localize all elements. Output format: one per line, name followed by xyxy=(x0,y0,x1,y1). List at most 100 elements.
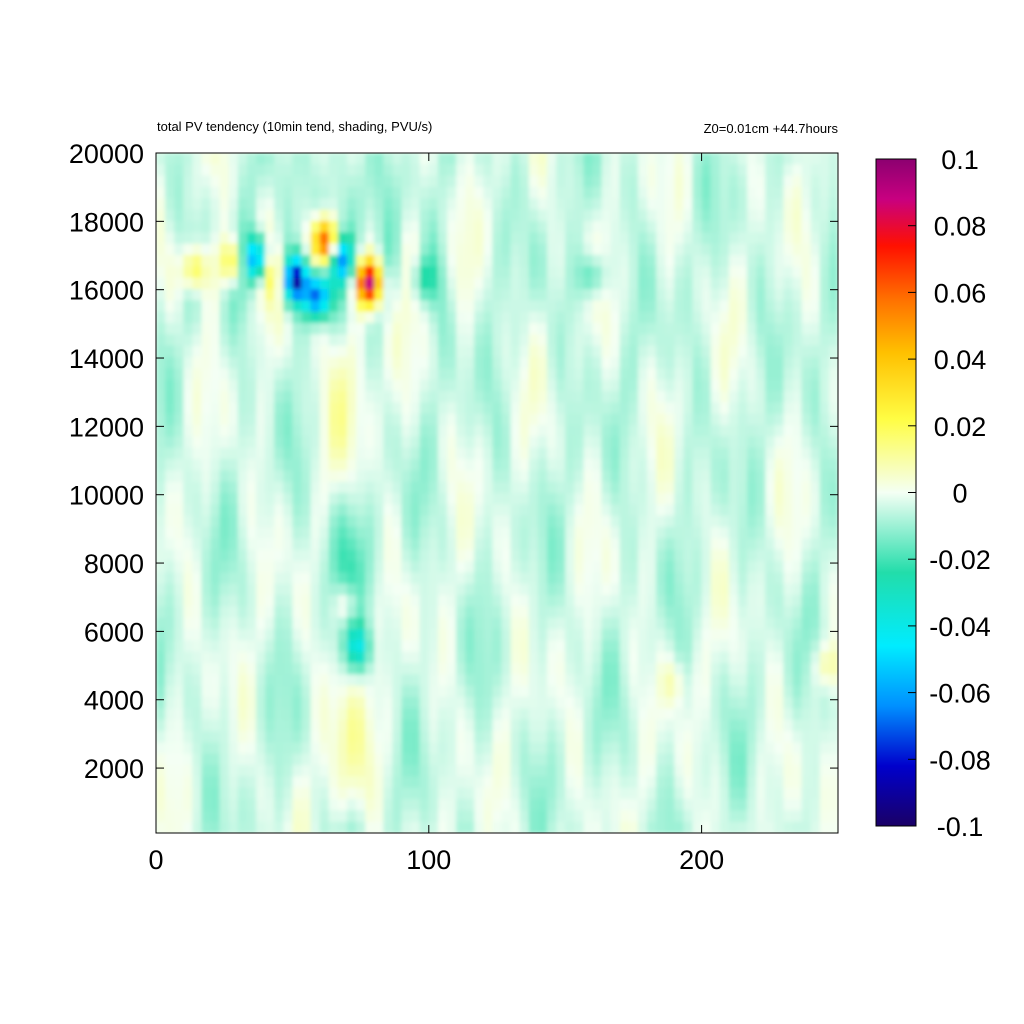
heatmap-cell xyxy=(492,731,503,743)
heatmap-cell xyxy=(737,311,748,324)
heatmap-cell xyxy=(401,334,412,347)
heatmap-cell xyxy=(192,697,203,709)
heatmap-cell xyxy=(474,255,484,267)
heatmap-cell xyxy=(483,561,494,573)
heatmap-cell xyxy=(565,368,575,381)
heatmap-cell xyxy=(446,629,457,641)
heatmap-cell xyxy=(219,629,230,641)
heatmap-cell xyxy=(265,742,275,755)
heatmap-cell xyxy=(210,198,221,211)
heatmap-cell xyxy=(319,606,330,619)
heatmap-cell xyxy=(647,255,657,267)
heatmap-cell xyxy=(510,515,521,528)
heatmap-cell xyxy=(665,810,675,823)
heatmap-cell xyxy=(619,391,630,403)
heatmap-cell xyxy=(374,753,384,766)
heatmap-cell xyxy=(183,153,193,165)
heatmap-cell xyxy=(619,663,630,675)
heatmap-cell xyxy=(428,357,439,369)
heatmap-cell xyxy=(383,198,394,211)
heatmap-cell xyxy=(583,561,594,573)
heatmap-cell xyxy=(819,413,830,426)
heatmap-cell xyxy=(747,787,757,800)
heatmap-cell xyxy=(728,357,739,369)
heatmap-cell xyxy=(756,742,766,755)
heatmap-cell xyxy=(710,391,721,403)
heatmap-cell xyxy=(456,674,466,687)
heatmap-cell xyxy=(501,334,512,347)
heatmap-cell xyxy=(510,549,521,562)
heatmap-cell xyxy=(219,232,230,245)
heatmap-cell xyxy=(556,651,566,664)
heatmap-cell xyxy=(583,300,594,313)
heatmap-cell xyxy=(174,323,184,335)
heatmap-cell xyxy=(401,629,412,641)
heatmap-cell xyxy=(665,175,675,188)
heatmap-cell xyxy=(819,640,830,653)
heatmap-cell xyxy=(165,640,175,653)
chart-title: total PV tendency (10min tend, shading, … xyxy=(157,119,432,134)
heatmap-cell xyxy=(765,266,775,279)
heatmap-cell xyxy=(192,164,203,177)
heatmap-cell xyxy=(683,685,694,698)
heatmap-cell xyxy=(210,300,221,313)
heatmap-cell xyxy=(656,481,666,494)
heatmap-cell xyxy=(592,334,603,347)
heatmap-cell xyxy=(547,232,557,245)
heatmap-cell xyxy=(610,402,621,415)
heatmap-cell xyxy=(228,345,239,358)
colorbar-tick-label: 0 xyxy=(952,479,967,509)
heatmap-cell xyxy=(474,776,484,789)
heatmap-cell xyxy=(301,549,312,562)
heatmap-cell xyxy=(319,481,330,494)
heatmap-cell xyxy=(274,198,284,211)
heatmap-cell xyxy=(492,323,503,335)
heatmap-cell xyxy=(265,266,275,279)
heatmap-cell xyxy=(747,300,757,313)
heatmap-cell xyxy=(592,198,603,211)
heatmap-cell xyxy=(456,799,466,811)
heatmap-cell xyxy=(519,413,530,426)
heatmap-cell xyxy=(265,561,275,573)
heatmap-cell xyxy=(810,289,821,301)
heatmap-cell xyxy=(419,345,430,358)
heatmap-cell xyxy=(219,255,230,267)
heatmap-cell xyxy=(619,617,630,630)
heatmap-cell xyxy=(337,221,348,233)
heatmap-cell xyxy=(783,629,794,641)
heatmap-cell xyxy=(656,640,666,653)
heatmap-cell xyxy=(737,617,748,630)
heatmap-cell xyxy=(237,493,248,505)
heatmap-cell xyxy=(792,651,803,664)
heatmap-cell xyxy=(337,413,348,426)
heatmap-cell xyxy=(801,323,812,335)
heatmap-cell xyxy=(610,221,621,233)
heatmap-cell xyxy=(528,221,539,233)
heatmap-cell xyxy=(201,572,212,585)
heatmap-cell xyxy=(165,459,175,471)
heatmap-cell xyxy=(819,561,830,573)
heatmap-cell xyxy=(819,606,830,619)
heatmap-cell xyxy=(537,742,548,755)
heatmap-cell xyxy=(674,187,685,199)
heatmap-cell xyxy=(601,311,612,324)
heatmap-cell xyxy=(765,311,775,324)
heatmap-cell xyxy=(265,640,275,653)
heatmap-cell xyxy=(474,175,484,188)
heatmap-cell xyxy=(446,266,457,279)
heatmap-cell xyxy=(537,379,548,392)
heatmap-cell xyxy=(756,561,766,573)
heatmap-cell xyxy=(301,538,312,551)
heatmap-cell xyxy=(483,243,494,256)
heatmap-cell xyxy=(437,765,448,777)
heatmap-cell xyxy=(747,379,757,392)
heatmap-cell xyxy=(365,481,375,494)
heatmap-cell xyxy=(747,810,757,823)
heatmap-cell xyxy=(283,515,293,528)
heatmap-cell xyxy=(519,504,530,517)
heatmap-cell xyxy=(701,255,712,267)
heatmap-cell xyxy=(319,345,330,358)
y-tick-label: 18000 xyxy=(69,207,144,237)
heatmap-cell xyxy=(328,697,339,709)
heatmap-cell xyxy=(637,697,648,709)
